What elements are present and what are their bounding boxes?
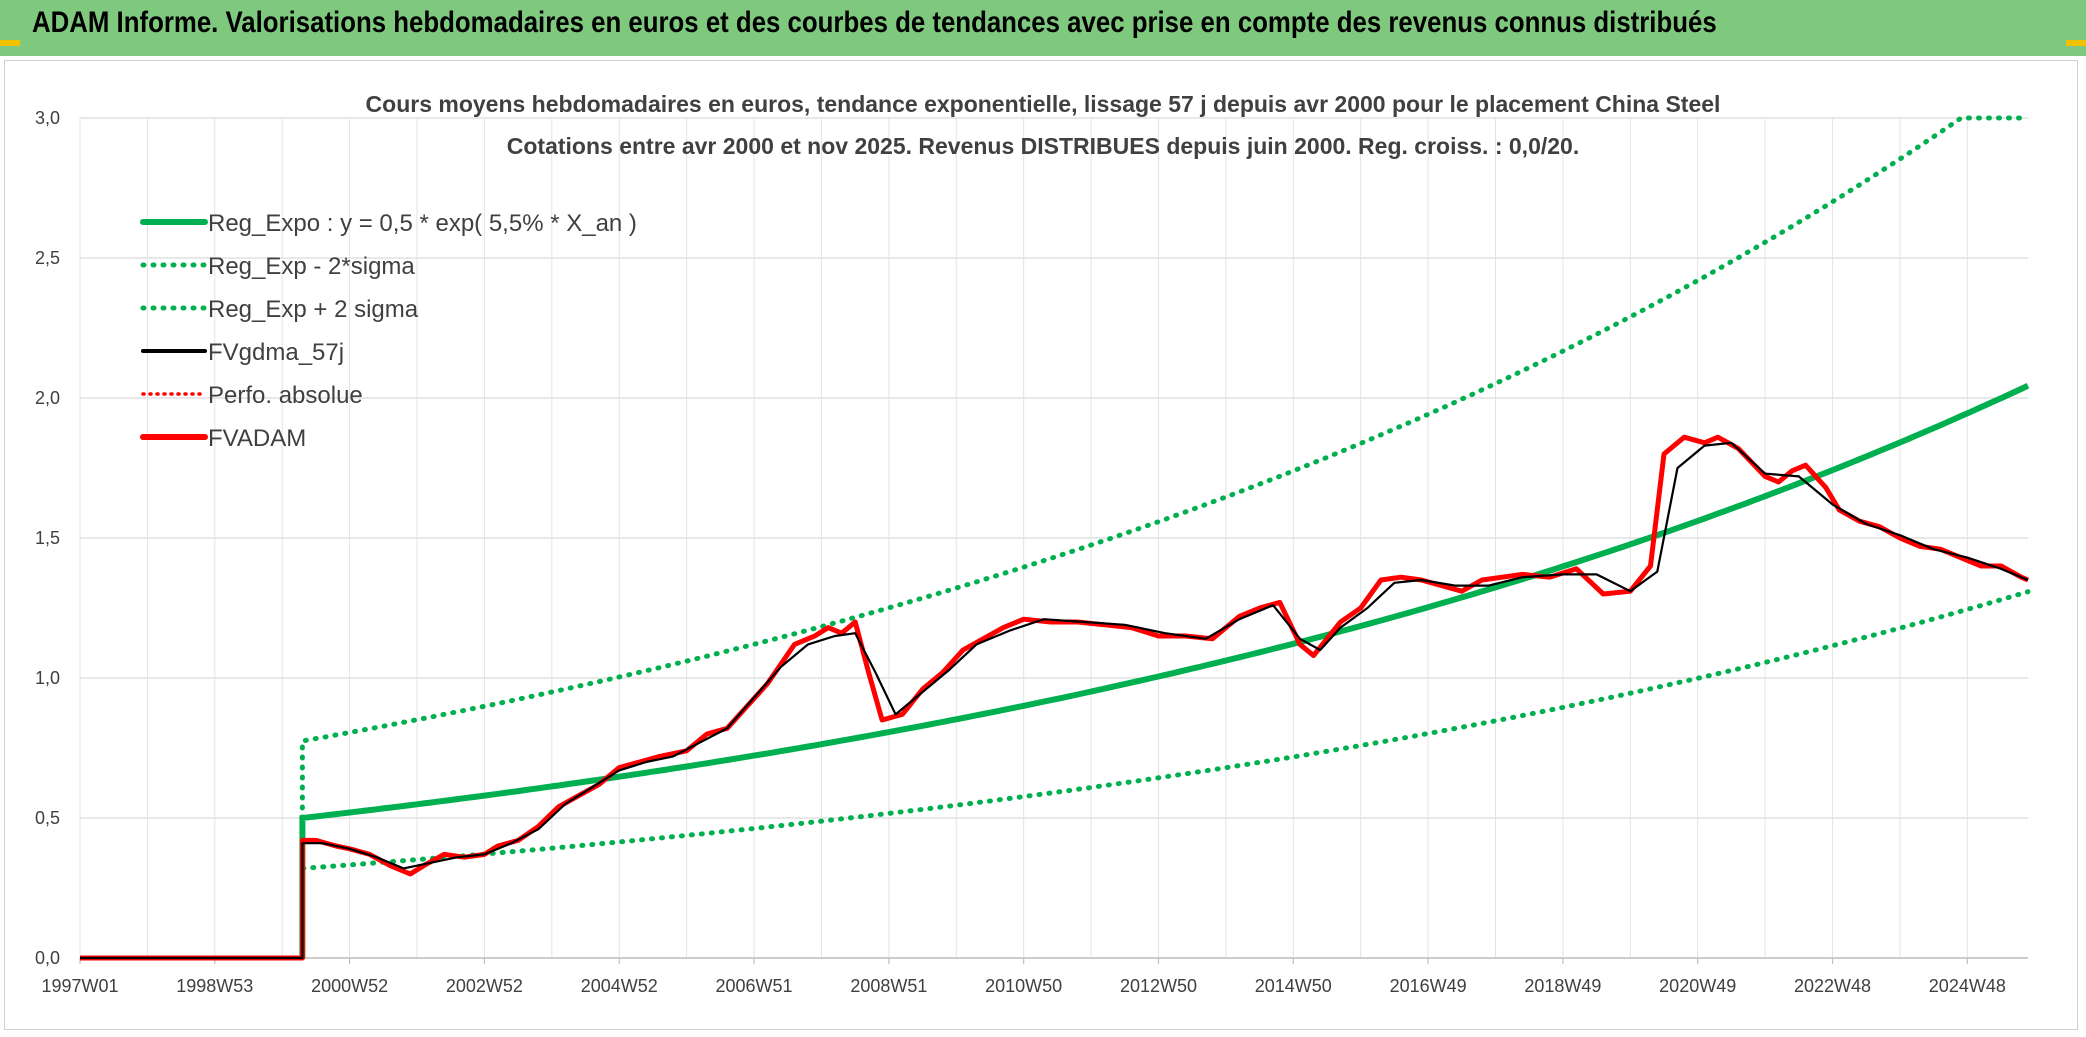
x-tick-label: 2006W51 xyxy=(716,976,793,996)
y-tick-label: 1,5 xyxy=(35,528,60,548)
y-tick-label: 1,0 xyxy=(35,668,60,688)
x-tick-label: 2004W52 xyxy=(581,976,658,996)
series-reg-exp-plus-2sigma xyxy=(299,115,2031,961)
x-tick-label: 2012W50 xyxy=(1120,976,1197,996)
legend-label: Reg_Exp - 2*sigma xyxy=(208,253,415,280)
x-tick-label: 2000W52 xyxy=(311,976,388,996)
x-tick-label: 2010W50 xyxy=(985,976,1062,996)
legend-label: FVADAM xyxy=(208,425,306,452)
axes: 0,0 0,5 1,0 1,5 2,0 2,5 3,0 1997W01 1998W53 2000W… xyxy=(35,108,2028,996)
corner-marker-right xyxy=(2066,40,2086,46)
x-tick-label: 2016W49 xyxy=(1390,976,1467,996)
x-tick-label: 2002W52 xyxy=(446,976,523,996)
x-tick-label: 2024W48 xyxy=(1929,976,2006,996)
corner-marker-left xyxy=(0,40,20,46)
series xyxy=(80,115,2031,961)
report-header: ADAM Informe. Valorisations hebdomadaire… xyxy=(0,0,2086,56)
legend-label: FVgdma_57j xyxy=(208,339,344,366)
x-tick-label: 1998W53 xyxy=(176,976,253,996)
chart-title-line1: Cours moyens hebdomadaires en euros, ten… xyxy=(366,91,1721,117)
legend: Reg_Expo : y = 0,5 * exp( 5,5% * X_an ) R… xyxy=(140,210,637,452)
x-tick-label: 2018W49 xyxy=(1524,976,1601,996)
legend-label: Reg_Expo : y = 0,5 * exp( 5,5% * X_an ) xyxy=(208,210,637,237)
chart-frame xyxy=(4,60,2078,1030)
x-tick-label: 2022W48 xyxy=(1794,976,1871,996)
chart-title-line2: Cotations entre avr 2000 et nov 2025. Re… xyxy=(507,133,1579,159)
x-tick-label: 2008W51 xyxy=(850,976,927,996)
series-reg-exp-minus-2sigma xyxy=(299,589,2031,961)
y-tick-label: 0,5 xyxy=(35,808,60,828)
legend-label: Perfo. absolue xyxy=(208,382,363,409)
series-reg-expo xyxy=(299,382,2030,958)
legend-label: Reg_Exp + 2 sigma xyxy=(208,296,419,323)
x-tick-label: 2020W49 xyxy=(1659,976,1736,996)
y-tick-label: 3,0 xyxy=(35,108,60,128)
y-tick-label: 2,0 xyxy=(35,388,60,408)
grid xyxy=(79,117,2028,959)
x-tick-label: 1997W01 xyxy=(41,976,118,996)
report-title: ADAM Informe. Valorisations hebdomadaire… xyxy=(32,6,1717,39)
y-tick-label: 0,0 xyxy=(35,948,60,968)
series-fvadam xyxy=(80,434,2029,961)
series-fvgdma-57j xyxy=(80,441,2029,960)
y-tick-label: 2,5 xyxy=(35,248,60,268)
x-tick-label: 2014W50 xyxy=(1255,976,1332,996)
